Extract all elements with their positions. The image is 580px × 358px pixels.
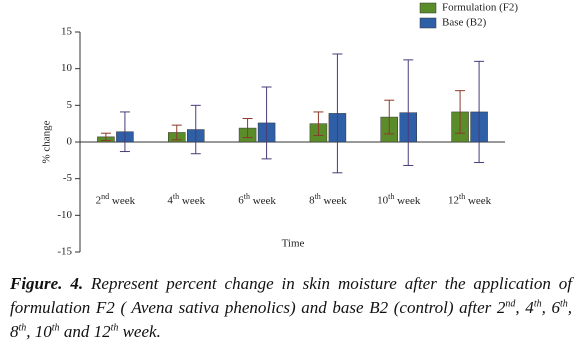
y-tick-label: 15: [61, 26, 73, 38]
y-tick-label: 0: [67, 136, 73, 148]
legend-label: Base (B2): [442, 17, 487, 29]
x-tick-label: 8th week: [309, 192, 347, 207]
x-tick-label: 4th week: [167, 192, 205, 207]
x-tick-label: 10th week: [377, 192, 421, 207]
x-tick-label: 6th week: [238, 192, 276, 207]
caption-text: Represent percent change in skin moistur…: [10, 274, 573, 341]
legend-swatch: [419, 2, 437, 14]
caption: Figure. 4. Represent percent change in s…: [10, 272, 572, 344]
caption-label: Figure. 4.: [10, 274, 84, 293]
y-tick-label: 5: [67, 99, 73, 111]
legend-label: Formulation (F2): [442, 2, 518, 14]
legend-swatch: [419, 17, 437, 29]
y-tick-label: -15: [57, 246, 72, 258]
y-axis-label: % change: [41, 120, 53, 163]
chart: % change Time -15 -10 -5 0 5 10 15 2nd week 4th …: [41, 2, 519, 258]
y-tick-label: 10: [61, 62, 73, 74]
y-tick-label: -10: [57, 209, 72, 221]
y-tick-label: -5: [63, 172, 73, 184]
x-tick-label: 12th week: [448, 192, 492, 207]
x-axis-label: Time: [282, 238, 305, 250]
x-tick-label: 2nd week: [96, 192, 136, 207]
